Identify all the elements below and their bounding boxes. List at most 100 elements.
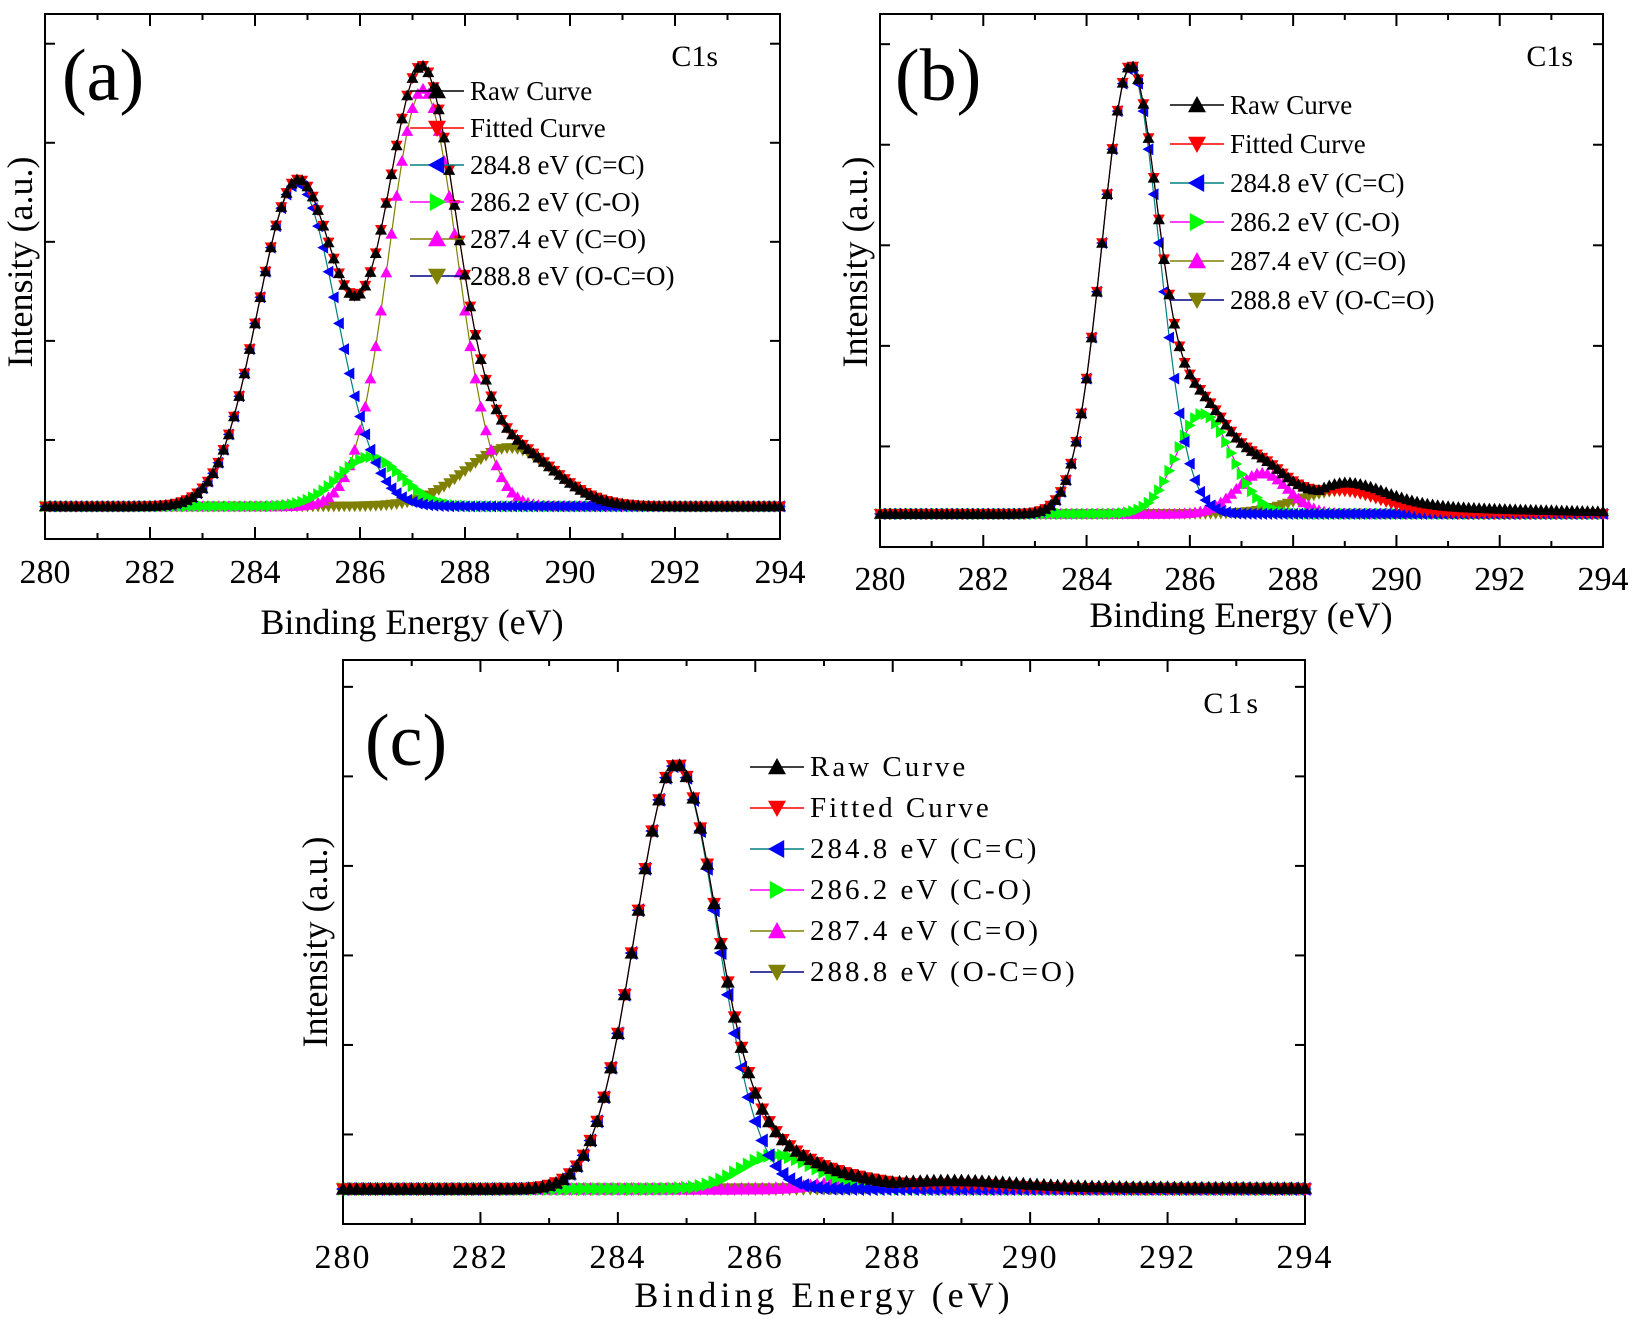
data-point (364, 266, 377, 277)
data-point (1090, 285, 1103, 297)
x-tick-label: 294 (1578, 561, 1629, 598)
data-point (411, 497, 423, 510)
legend-entry: Raw Curve (410, 76, 592, 106)
data-point (516, 438, 529, 450)
data-point (369, 340, 382, 352)
legend-entry: 284.8 eV (C=C) (1170, 168, 1404, 198)
series-group (336, 758, 1312, 1196)
legend-label: Fitted Curve (810, 792, 992, 824)
data-point (837, 1181, 851, 1196)
x-tick-label: 294 (755, 554, 806, 591)
x-tick-label: 282 (958, 561, 1009, 598)
data-point (1276, 478, 1289, 489)
data-point (369, 247, 382, 258)
data-point (474, 400, 487, 412)
data-point (1070, 435, 1083, 447)
data-point (422, 66, 435, 78)
legend-entry: 288.8 eV (O-C=O) (1170, 285, 1434, 315)
legend-entry: Raw Curve (750, 751, 968, 783)
data-point (1163, 288, 1176, 300)
data-point (464, 300, 477, 312)
data-point (742, 1157, 756, 1172)
data-point (775, 1166, 789, 1181)
legend-marker (1188, 174, 1205, 192)
data-point (180, 494, 193, 505)
panel-label: (a) (62, 35, 144, 117)
legend-marker (428, 268, 446, 285)
data-point (1049, 494, 1062, 505)
legend-label: 284.8 eV (C=C) (1230, 168, 1404, 198)
x-tick-label: 280 (855, 561, 906, 598)
data-point (1210, 417, 1222, 430)
data-point (748, 1086, 763, 1099)
data-point (548, 464, 561, 476)
data-point (501, 480, 513, 491)
data-point (296, 174, 309, 186)
data-point (495, 413, 508, 425)
data-point (571, 1182, 584, 1196)
legend-entry: 287.4 eV (C=O) (750, 915, 1038, 947)
series-raw (39, 59, 786, 512)
data-point (385, 482, 397, 495)
data-point (453, 500, 465, 513)
data-point (270, 219, 282, 231)
data-point (1185, 419, 1196, 432)
x-axis-title: Binding Energy (eV) (634, 1275, 1013, 1315)
legend-marker (768, 922, 786, 939)
data-point (511, 433, 524, 445)
data-point (638, 861, 653, 875)
data-point (612, 1182, 625, 1196)
data-point (1164, 464, 1176, 477)
legend-marker (768, 800, 786, 817)
data-point (333, 317, 344, 330)
data-point (201, 475, 214, 487)
legend-marker (1189, 213, 1206, 231)
legend-entry: 286.2 eV (C-O) (1170, 207, 1400, 237)
data-point (555, 1172, 570, 1185)
data-point (569, 1159, 584, 1172)
data-point (480, 373, 492, 385)
data-point (469, 328, 482, 340)
data-point (810, 1180, 823, 1195)
data-point (485, 390, 498, 402)
x-tick-label: 292 (1139, 1239, 1196, 1276)
data-point (453, 234, 466, 246)
y-axis-title: Intensity (a.u.) (835, 157, 875, 368)
data-point (285, 177, 298, 189)
data-point (1137, 98, 1150, 109)
data-point (359, 400, 372, 412)
data-point (590, 1114, 605, 1127)
data-point (604, 1060, 618, 1074)
data-point (734, 1040, 749, 1053)
data-point (1287, 487, 1300, 499)
x-tick-label: 282 (452, 1239, 509, 1276)
data-point (322, 236, 335, 248)
legend-marker (769, 881, 786, 899)
data-point (858, 1182, 871, 1196)
data-point (401, 125, 414, 136)
data-point (1231, 458, 1243, 470)
x-tick-label: 294 (1277, 1239, 1334, 1276)
data-point (495, 471, 508, 483)
corner-label: C1s (1203, 687, 1262, 720)
legend-marker (1188, 292, 1206, 309)
data-point (390, 189, 403, 201)
x-tick-label: 280 (20, 554, 71, 591)
legend-marker (1188, 252, 1206, 269)
panel-a: (a) C1s Raw Curve Fitted Curve 284.8 eV (C… (0, 13, 806, 642)
data-point (1226, 447, 1238, 460)
data-point (1096, 237, 1109, 248)
legend-label: Raw Curve (810, 751, 968, 783)
series-group (874, 60, 1609, 520)
data-point (275, 201, 288, 212)
data-point (1168, 317, 1181, 329)
data-point (1189, 474, 1200, 487)
data-point (626, 1182, 639, 1196)
data-point (448, 199, 461, 210)
legend-marker (768, 758, 786, 775)
data-point (417, 498, 428, 511)
data-point (1111, 104, 1124, 116)
data-point (380, 266, 393, 278)
data-point (720, 975, 735, 988)
data-point (1039, 502, 1052, 514)
